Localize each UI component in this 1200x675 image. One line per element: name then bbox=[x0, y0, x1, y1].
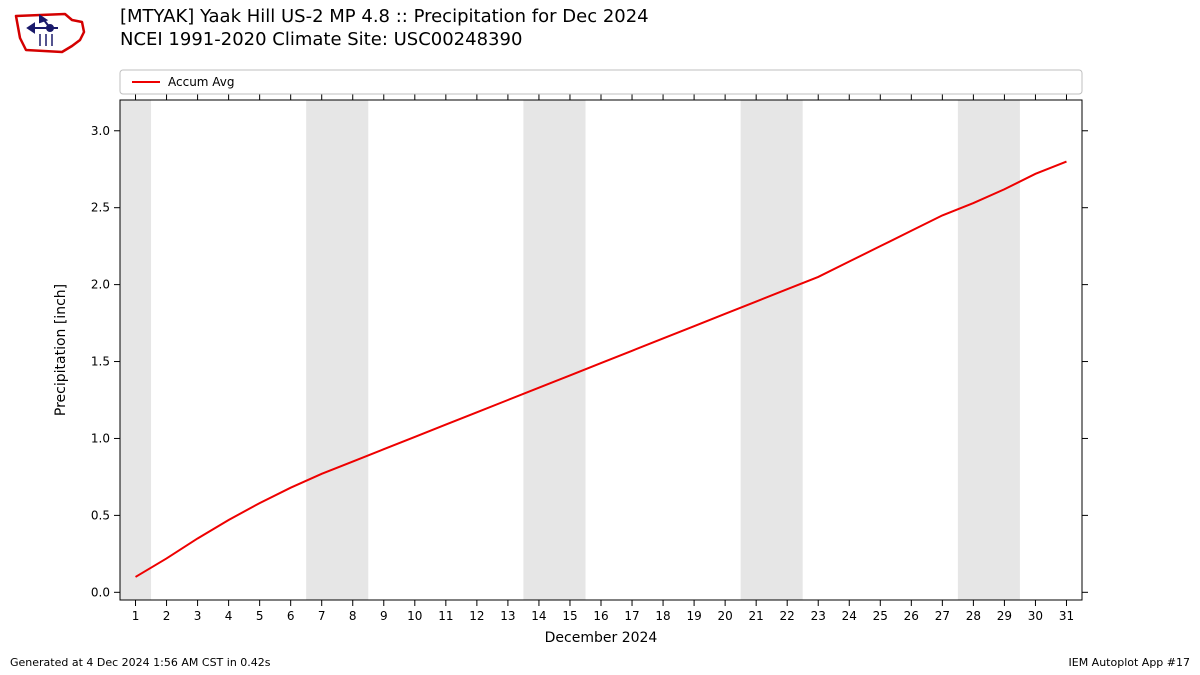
legend-box bbox=[120, 70, 1082, 94]
xtick-label: 15 bbox=[562, 609, 577, 623]
ytick-label: 2.0 bbox=[91, 278, 110, 292]
xtick-label: 30 bbox=[1028, 609, 1043, 623]
xtick-label: 22 bbox=[780, 609, 795, 623]
xtick-label: 31 bbox=[1059, 609, 1074, 623]
ytick-label: 3.0 bbox=[91, 124, 110, 138]
xtick-label: 12 bbox=[469, 609, 484, 623]
footer: Generated at 4 Dec 2024 1:56 AM CST in 0… bbox=[10, 656, 1190, 669]
xtick-label: 18 bbox=[655, 609, 670, 623]
weekend-band bbox=[306, 100, 368, 600]
xtick-label: 21 bbox=[749, 609, 764, 623]
xtick-label: 29 bbox=[997, 609, 1012, 623]
xtick-label: 17 bbox=[624, 609, 639, 623]
xtick-label: 9 bbox=[380, 609, 388, 623]
ytick-label: 0.5 bbox=[91, 508, 110, 522]
xtick-label: 20 bbox=[717, 609, 732, 623]
xtick-label: 26 bbox=[904, 609, 919, 623]
precipitation-chart: 0.00.51.01.52.02.53.01234567891011121314… bbox=[0, 0, 1200, 660]
xtick-label: 25 bbox=[873, 609, 888, 623]
xtick-label: 8 bbox=[349, 609, 357, 623]
xtick-label: 14 bbox=[531, 609, 546, 623]
footer-generated-text: Generated at 4 Dec 2024 1:56 AM CST in 0… bbox=[10, 656, 271, 669]
ytick-label: 1.5 bbox=[91, 355, 110, 369]
iem-logo bbox=[10, 6, 90, 56]
ytick-label: 2.5 bbox=[91, 201, 110, 215]
weather-vane-icon bbox=[28, 16, 58, 46]
xtick-label: 2 bbox=[163, 609, 171, 623]
xtick-label: 4 bbox=[225, 609, 233, 623]
xtick-label: 19 bbox=[686, 609, 701, 623]
weekend-band bbox=[120, 100, 151, 600]
xtick-label: 5 bbox=[256, 609, 264, 623]
xtick-label: 1 bbox=[132, 609, 140, 623]
chart-title-block: [MTYAK] Yaak Hill US-2 MP 4.8 :: Precipi… bbox=[120, 6, 649, 51]
xtick-label: 6 bbox=[287, 609, 295, 623]
xtick-label: 23 bbox=[811, 609, 826, 623]
weekend-band bbox=[741, 100, 803, 600]
chart-title-line2: NCEI 1991-2020 Climate Site: USC00248390 bbox=[120, 29, 649, 52]
ylabel: Precipitation [inch] bbox=[53, 284, 69, 416]
xlabel: December 2024 bbox=[545, 630, 658, 646]
xtick-label: 11 bbox=[438, 609, 453, 623]
weekend-band bbox=[523, 100, 585, 600]
legend-label: Accum Avg bbox=[168, 75, 235, 89]
accum-avg-line bbox=[136, 162, 1067, 577]
ytick-label: 1.0 bbox=[91, 431, 110, 445]
xtick-label: 7 bbox=[318, 609, 326, 623]
chart-title-line1: [MTYAK] Yaak Hill US-2 MP 4.8 :: Precipi… bbox=[120, 6, 649, 29]
plot-border bbox=[120, 100, 1082, 600]
xtick-label: 10 bbox=[407, 609, 422, 623]
weekend-band bbox=[958, 100, 1020, 600]
xtick-label: 28 bbox=[966, 609, 981, 623]
xtick-label: 16 bbox=[593, 609, 608, 623]
iowa-outline-icon bbox=[16, 14, 84, 52]
xtick-label: 13 bbox=[500, 609, 515, 623]
xtick-label: 3 bbox=[194, 609, 202, 623]
ytick-label: 0.0 bbox=[91, 585, 110, 599]
xtick-label: 27 bbox=[935, 609, 950, 623]
xtick-label: 24 bbox=[842, 609, 857, 623]
footer-app-text: IEM Autoplot App #17 bbox=[1069, 656, 1191, 669]
